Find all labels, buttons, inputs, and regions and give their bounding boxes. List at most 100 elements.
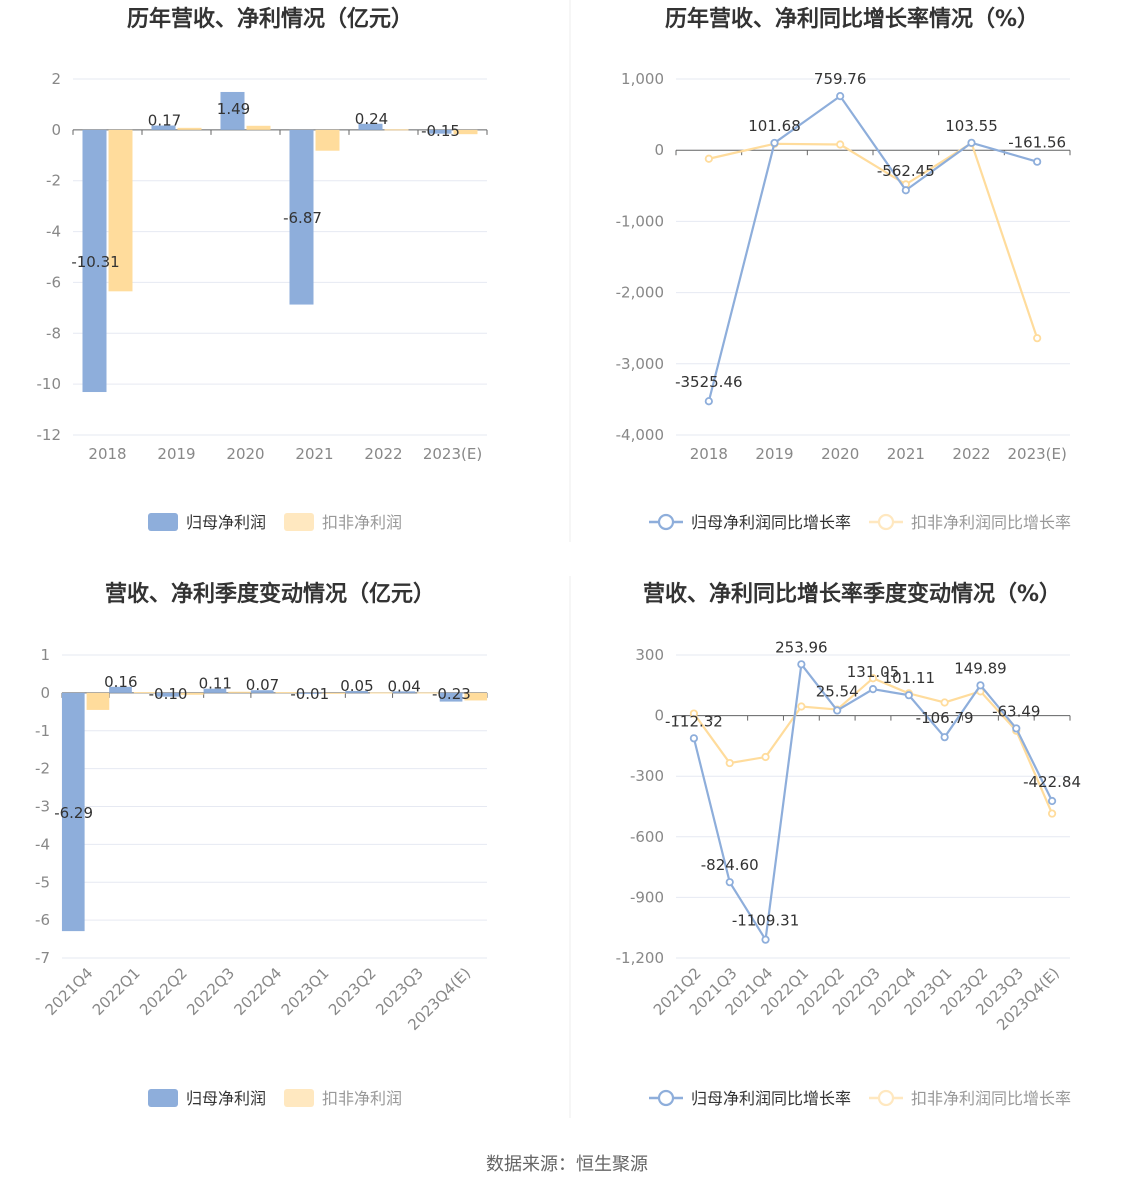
bar-kfjlr	[108, 129, 133, 292]
point-kfjlr	[1047, 809, 1057, 818]
y-tick-label: -1,000	[616, 212, 664, 230]
x-tick-label: 2020	[821, 445, 859, 463]
legend-label: 扣非净利润同比增长率	[911, 513, 1071, 532]
point-kfjlr	[689, 709, 699, 718]
bar-kfjlr	[275, 692, 299, 694]
y-tick-label: -2	[35, 760, 50, 778]
point-gmjlr	[689, 734, 699, 743]
y-tick-label: 0	[654, 707, 664, 725]
x-tick-label: 2023Q2	[325, 964, 380, 1019]
data-label: -1109.31	[732, 912, 799, 930]
bar-kfjlr	[177, 127, 202, 130]
data-label: 101.68	[748, 117, 801, 135]
y-tick-label: 0	[51, 121, 61, 139]
x-tick-label: 2019	[755, 445, 793, 463]
data-label: 0.05	[340, 677, 373, 695]
point-kfjlr	[868, 674, 878, 683]
bar-gmjlr	[220, 91, 245, 130]
point-gmjlr	[901, 186, 910, 195]
x-tick-label: 2022Q3	[183, 964, 238, 1019]
chart-title: 营收、净利同比增长率季度变动情况（%）	[643, 581, 1061, 607]
y-tick-label: -6	[46, 273, 61, 291]
chart-title: 历年营收、净利情况（亿元）	[127, 6, 413, 32]
data-label: 759.76	[814, 70, 867, 88]
y-tick-label: -10	[37, 375, 62, 393]
data-label: -0.10	[149, 685, 188, 703]
point-gmjlr	[904, 691, 913, 700]
y-tick-label: 1,000	[621, 70, 664, 88]
data-label: -106.79	[916, 709, 974, 727]
x-tick-label: 2023(E)	[423, 445, 482, 463]
y-tick-label: -6	[35, 911, 50, 929]
data-label: -6.29	[54, 804, 93, 822]
point-kfjlr	[797, 702, 806, 711]
bar-gmjlr	[203, 688, 227, 693]
y-tick-label: -3,000	[616, 355, 664, 373]
point-gmjlr	[797, 660, 806, 669]
point-gmjlr	[940, 733, 949, 742]
data-label: 0.07	[246, 676, 279, 694]
x-tick-label: 2023(E)	[1007, 445, 1066, 463]
x-tick-label: 2022Q4	[231, 964, 286, 1019]
y-tick-label: -900	[630, 888, 664, 906]
point-gmjlr	[976, 681, 985, 690]
y-tick-label: -5	[35, 873, 50, 891]
legend-swatch-gmjlr	[148, 513, 178, 531]
legend-marker-kfjlr	[877, 1089, 895, 1107]
point-gmjlr	[725, 878, 734, 887]
legend-marker-gmjlr	[657, 513, 675, 531]
bar-gmjlr	[250, 690, 274, 693]
data-label: -10.31	[71, 253, 119, 271]
bar-gmjlr	[61, 692, 85, 932]
bar-kfjlr	[228, 691, 251, 693]
point-gmjlr	[704, 397, 713, 406]
y-tick-label: -4	[46, 223, 61, 241]
y-tick-label: -300	[630, 767, 664, 785]
data-label: -0.23	[432, 685, 471, 703]
bar-gmjlr	[439, 692, 463, 702]
data-label: -422.84	[1023, 773, 1081, 791]
point-kfjlr	[725, 758, 734, 768]
legend-marker-gmjlr	[657, 1089, 675, 1107]
point-gmjlr	[967, 138, 976, 147]
data-label: -0.01	[290, 685, 329, 703]
legend-label: 扣非净利润	[322, 513, 402, 532]
y-tick-label: 1	[40, 646, 50, 664]
legend-swatch-kfjlr	[284, 513, 314, 531]
line-gmjlr	[707, 94, 1038, 402]
y-tick-label: -2	[46, 172, 61, 190]
x-tick-label: 2019	[157, 445, 195, 463]
y-tick-label: -600	[630, 828, 664, 846]
y-tick-label: 0	[40, 684, 50, 702]
data-label: 131.05	[847, 663, 900, 681]
x-tick-label: 2022Q2	[136, 964, 191, 1019]
data-label: 25.54	[816, 682, 859, 700]
bar-gmjlr	[298, 692, 321, 694]
x-tick-label: 2023Q1	[278, 964, 333, 1019]
x-tick-label: 2022	[364, 445, 402, 463]
point-kfjlr	[1033, 334, 1042, 343]
data-label: -112.32	[665, 712, 723, 730]
x-tick-label: 2020	[226, 445, 264, 463]
data-label: -161.56	[1008, 134, 1066, 152]
data-label: -6.87	[283, 209, 322, 227]
data-label: 0.16	[104, 673, 137, 691]
point-gmjlr	[761, 935, 770, 944]
legend-label: 扣非净利润	[322, 1089, 402, 1108]
x-tick-label: 2022	[952, 445, 990, 463]
point-gmjlr	[1033, 157, 1042, 166]
bar-gmjlr	[427, 129, 452, 134]
bar-gmjlr	[151, 125, 176, 130]
bar-kfjlr	[453, 129, 478, 135]
bar-gmjlr	[289, 129, 314, 305]
y-tick-label: -2,000	[616, 284, 664, 302]
bar-kfjlr	[417, 692, 440, 694]
data-label: 0.11	[199, 675, 232, 693]
data-label: 0.17	[148, 112, 181, 130]
data-label: 253.96	[775, 638, 828, 656]
legend-label: 归母净利润同比增长率	[691, 1089, 851, 1108]
y-tick-label: -8	[46, 324, 61, 342]
data-label: 0.04	[387, 677, 420, 695]
line-kfjlr	[708, 141, 1039, 339]
